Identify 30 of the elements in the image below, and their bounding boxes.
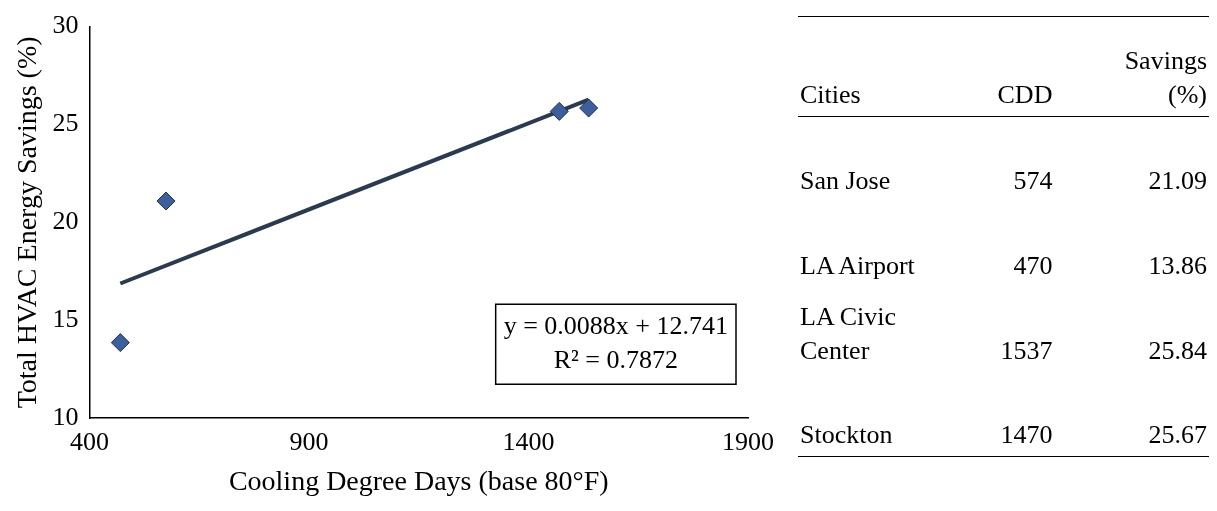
point <box>579 98 599 118</box>
text: Savings (%) <box>1123 45 1207 111</box>
text: Stockton <box>800 419 893 451</box>
text: 470 <box>1013 249 1053 282</box>
text: 1537 <box>1000 334 1053 367</box>
text: LA Airport <box>800 249 915 282</box>
y-tick-label: 25 <box>52 108 79 138</box>
annotation: y = 0.0088x + 12.741 <box>503 311 728 341</box>
point <box>549 101 569 121</box>
x-tick-label: 1400 <box>502 426 555 456</box>
y-axis-title: Total HVAC Energy Savings (%) <box>11 36 43 409</box>
point <box>110 333 130 353</box>
y-tick-label: 15 <box>52 304 79 334</box>
point <box>156 191 176 211</box>
text: 1470 <box>1000 419 1053 451</box>
text: Cities <box>800 79 861 111</box>
text: 574 <box>1013 164 1053 197</box>
text: CDD <box>997 79 1053 111</box>
text: San Jose <box>800 164 891 197</box>
x-tick-label: 900 <box>289 426 329 456</box>
text: 25.84 <box>1148 334 1207 367</box>
annotation: R² = 0.7872 <box>553 345 678 375</box>
text: 21.09 <box>1148 164 1207 197</box>
text: 25.67 <box>1148 419 1207 451</box>
y-tick-label: 20 <box>52 206 79 236</box>
text: LA Civic Center <box>800 300 898 367</box>
y-tick-label: 30 <box>52 10 79 40</box>
x-tick-label: 1900 <box>722 426 774 456</box>
text: 13.86 <box>1148 249 1207 282</box>
x-axis-title: Cooling Degree Days (base 80°F) <box>228 464 609 496</box>
